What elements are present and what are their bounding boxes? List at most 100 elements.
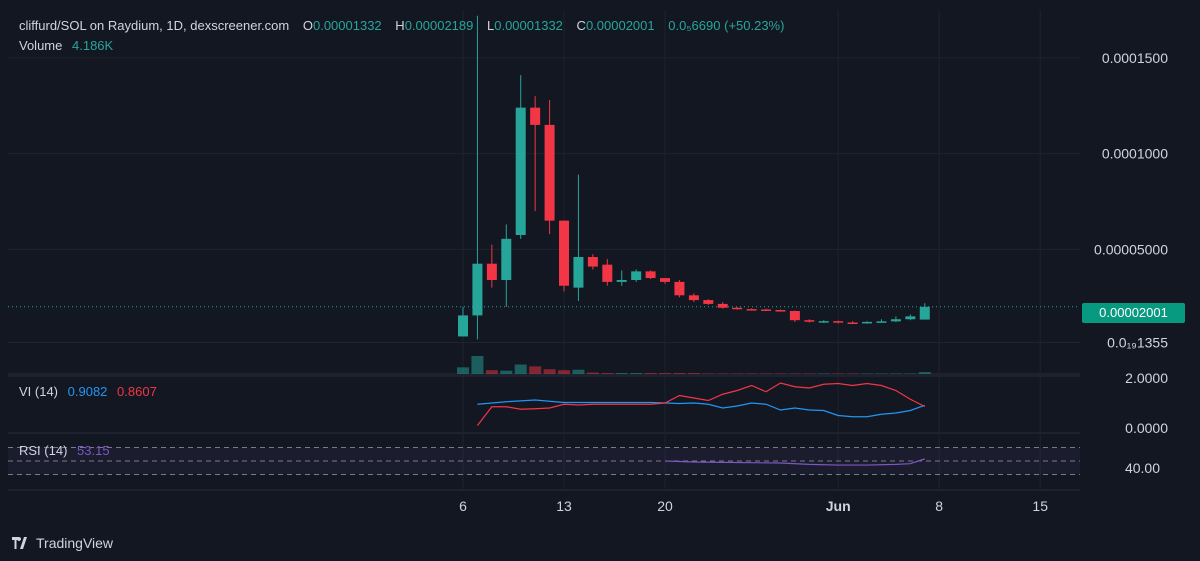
candle	[789, 310, 800, 323]
rsi-pane[interactable]	[8, 446, 1080, 476]
price-pane[interactable]	[458, 15, 930, 340]
candle-body	[804, 320, 815, 322]
x-tick-label: 6	[459, 498, 467, 514]
candle	[559, 220, 570, 292]
candle	[818, 320, 829, 324]
volume-bar	[687, 373, 700, 374]
volume-bar	[615, 373, 628, 374]
candle	[616, 270, 627, 286]
candle	[515, 75, 526, 239]
high-value: 0.00002189	[404, 18, 474, 33]
vi-plus-line	[477, 399, 925, 418]
candle	[660, 278, 671, 284]
x-tick-label: Jun	[826, 498, 851, 514]
candle	[703, 299, 714, 305]
volume-bar	[586, 372, 599, 374]
candle-body	[688, 295, 699, 301]
candle-body	[544, 124, 555, 221]
candle-body	[602, 264, 613, 282]
rsi-tick-label: 40.00	[1125, 460, 1160, 476]
tradingview-branding[interactable]: TradingView	[12, 535, 113, 551]
high-label: H	[395, 18, 405, 33]
price-tick-label: 0.00005000	[1094, 241, 1168, 257]
rsi-value: 53.15	[77, 443, 110, 458]
price-tick-label: 0.0001500	[1102, 50, 1168, 66]
rsi-legend: RSI (14) 53.15	[19, 443, 110, 458]
volume-value: 4.186K	[72, 38, 114, 53]
volume-bar	[673, 373, 686, 374]
vi-pane[interactable]	[476, 382, 926, 426]
candle	[833, 320, 844, 324]
open-label: O	[302, 18, 313, 33]
vi-minus-line	[476, 382, 926, 426]
candle-body	[818, 321, 829, 323]
candle	[775, 309, 786, 312]
candle-body	[645, 271, 656, 279]
volume-legend: Volume 4.186K	[19, 38, 113, 53]
volume-bar	[485, 370, 498, 374]
candle-body	[789, 311, 800, 321]
axis-labels: 6 13 20 Jun 8 15 0.0001500 0.0001000 0.00005000 0…	[459, 50, 1168, 514]
candle	[587, 254, 598, 270]
vi-legend: VI (14) 0.9082 0.8607	[19, 384, 157, 399]
rsi-label: RSI (14)	[19, 443, 68, 458]
candle	[530, 96, 541, 212]
chart-header: cliffurd/SOL on Raydium, 1D, dexscreener…	[19, 18, 784, 33]
volume-bar	[471, 355, 484, 374]
candle-body	[890, 319, 901, 322]
candle-body	[631, 271, 642, 280]
close-label: C	[576, 18, 586, 33]
close-value: 0.00002001	[585, 18, 655, 33]
volume-bar	[529, 366, 542, 374]
volume-bar	[630, 373, 643, 374]
tradingview-logo-icon	[12, 537, 27, 549]
open-value: 0.00001332	[312, 18, 382, 33]
candle-body	[660, 278, 671, 282]
candle	[717, 302, 728, 309]
candle-body	[587, 257, 598, 267]
vi-label: VI (14)	[19, 384, 59, 399]
candle-body	[486, 263, 497, 280]
low-value: 0.00001332	[494, 18, 563, 33]
candle-body	[703, 300, 714, 304]
vi-plus-value: 0.9082	[67, 384, 108, 399]
candle	[919, 303, 930, 320]
candle-body	[732, 307, 743, 310]
candle	[876, 319, 887, 323]
vi-tick-label: 2.0000	[1125, 370, 1168, 386]
candle	[602, 258, 613, 286]
pair-title: cliffurd/SOL on Raydium, 1D, dexscreener…	[19, 18, 290, 33]
change-abs: 0.0₅6690	[668, 18, 721, 33]
volume-bar	[543, 369, 556, 374]
candle-body	[775, 310, 786, 312]
change-pct: (+50.23%)	[724, 18, 785, 33]
candle	[573, 174, 584, 302]
volume-pane	[457, 355, 931, 374]
candle-body	[573, 257, 584, 288]
candle	[746, 308, 757, 311]
candle	[501, 224, 512, 307]
volume-bar	[918, 372, 931, 374]
candle-body	[876, 321, 887, 323]
candle-body	[530, 107, 541, 125]
candle	[544, 99, 555, 235]
candle	[458, 306, 468, 337]
volume-bar	[644, 373, 657, 374]
x-tick-label: 8	[935, 498, 943, 514]
volume-bar	[659, 373, 672, 374]
rsi-line	[664, 458, 925, 466]
x-tick-label: 20	[657, 498, 673, 514]
candle-body	[515, 107, 526, 235]
volume-bar	[514, 364, 527, 374]
candle-body	[717, 303, 728, 308]
candle-body	[616, 279, 627, 282]
candle	[905, 314, 916, 321]
candle-body	[905, 316, 916, 320]
price-tick-label: 0.0₁₉1355	[1107, 334, 1168, 350]
x-tick-label: 13	[556, 498, 572, 514]
x-tick-label: 15	[1032, 498, 1048, 514]
low-label: L	[487, 18, 495, 33]
candle	[674, 279, 685, 298]
candle	[486, 244, 497, 288]
